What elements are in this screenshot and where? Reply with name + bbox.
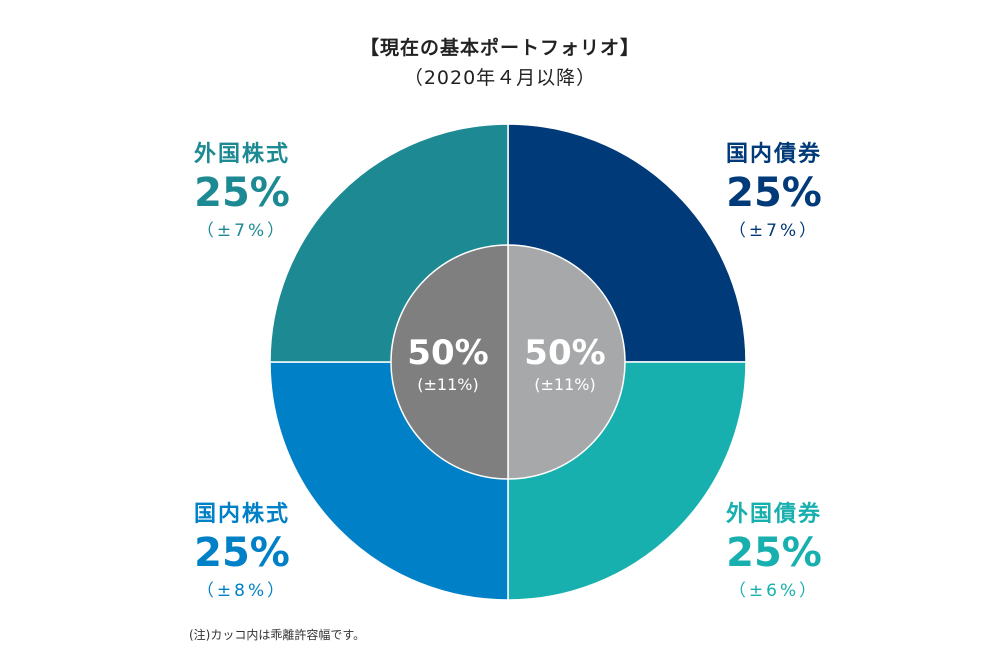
label-name-domestic-stocks: 国内株式: [193, 502, 290, 527]
chart-title: 【現在の基本ポートフォリオ】: [359, 37, 640, 59]
label-percent-domestic-bonds: 25%: [726, 170, 822, 216]
inner-slice-bonds: [507, 244, 626, 480]
label-range-domestic-stocks: （±8%）: [196, 581, 288, 601]
label-range-foreign-stocks: （±7%）: [196, 221, 288, 241]
label-name-foreign-stocks: 外国株式: [193, 142, 290, 167]
inner-percent-bonds: 50%: [524, 333, 606, 373]
inner-range-bonds: (±11%): [534, 375, 596, 394]
label-percent-foreign-bonds: 25%: [726, 530, 822, 576]
label-percent-domestic-stocks: 25%: [194, 530, 290, 576]
label-foreign-bonds: 外国債券 25% （±6%）: [674, 496, 874, 601]
inner-range-stocks: (±11%): [417, 375, 479, 394]
label-foreign-stocks: 外国株式 25% （±7%）: [142, 136, 342, 241]
label-domestic-bonds: 国内債券 25% （±7%）: [674, 136, 874, 241]
label-percent-foreign-stocks: 25%: [194, 170, 290, 216]
label-domestic-stocks: 国内株式 25% （±8%）: [142, 496, 342, 601]
label-name-foreign-bonds: 外国債券: [725, 502, 822, 527]
inner-label-stocks: 50% (±11%): [388, 333, 508, 394]
label-range-domestic-bonds: （±7%）: [728, 221, 820, 241]
inner-percent-stocks: 50%: [407, 333, 489, 373]
inner-label-bonds: 50% (±11%): [505, 333, 625, 394]
inner-slice-stocks: [390, 244, 509, 480]
footnote: (注)カッコ内は乖離許容幅です。: [189, 628, 366, 642]
label-name-domestic-bonds: 国内債券: [725, 142, 822, 167]
chart-subtitle: （2020年４月以降）: [403, 67, 597, 89]
label-range-foreign-bonds: （±6%）: [728, 581, 820, 601]
